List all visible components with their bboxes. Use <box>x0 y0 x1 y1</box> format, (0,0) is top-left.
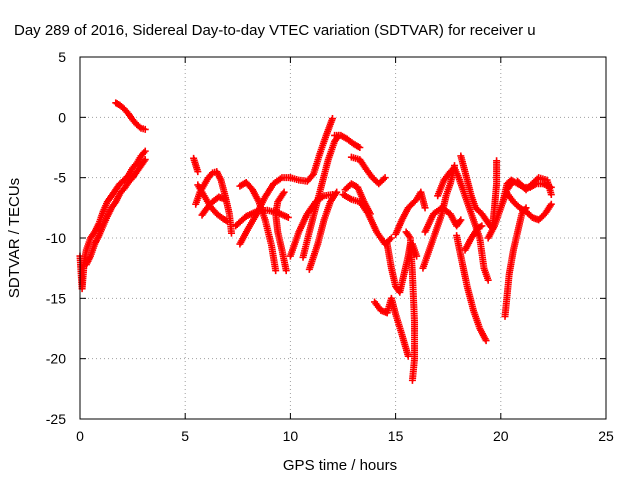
data-point <box>140 157 148 165</box>
data-point <box>221 195 229 203</box>
data-point <box>328 115 336 123</box>
plot-frame <box>79 56 607 420</box>
data-point <box>457 216 465 224</box>
data-point <box>136 123 144 131</box>
x-tick-label: 10 <box>283 428 299 444</box>
data-point <box>366 210 374 218</box>
data-point <box>381 174 389 182</box>
axis-ticks: 0 5 10 15 20 25 -25 -20 -15 -10 -5 0 5 <box>46 49 614 444</box>
x-tick-label: 15 <box>388 428 404 444</box>
y-tick-label: -25 <box>46 411 66 427</box>
y-tick-label: -10 <box>46 230 66 246</box>
y-tick-label: -5 <box>54 170 67 186</box>
y-axis-label: SDTVAR / TECUs <box>6 178 23 298</box>
x-tick-label: 5 <box>181 428 189 444</box>
data-point <box>408 376 416 384</box>
data-point <box>493 157 501 165</box>
data-point <box>141 156 149 164</box>
data-point <box>141 125 149 133</box>
chart-title: Day 289 of 2016, Sidereal Day-to-day VTE… <box>14 22 536 39</box>
data-point <box>456 217 464 225</box>
data-point <box>404 352 412 360</box>
x-axis-label: GPS time / hours <box>283 457 397 474</box>
data-point <box>222 216 230 224</box>
x-tick-label: 20 <box>493 428 509 444</box>
data-point <box>356 144 364 151</box>
x-tick-label: 0 <box>76 428 84 444</box>
y-tick-label: -20 <box>46 351 66 367</box>
data-point <box>547 200 555 208</box>
grid-lines <box>80 57 606 419</box>
data-point <box>413 252 421 260</box>
data-point <box>284 213 292 221</box>
data-point <box>280 188 288 196</box>
y-tick-label: -15 <box>46 290 66 306</box>
data-point <box>484 276 492 284</box>
data-point <box>421 204 429 212</box>
data-point <box>227 229 235 237</box>
data-point <box>141 147 149 155</box>
y-tick-label: 0 <box>58 109 66 125</box>
y-tick-label: 5 <box>58 49 66 65</box>
data-point <box>547 191 555 199</box>
x-tick-label: 25 <box>598 428 614 444</box>
data-point <box>482 337 490 345</box>
data-point <box>387 234 395 242</box>
data-point <box>333 188 341 196</box>
data-points <box>76 99 555 384</box>
data-point <box>476 223 484 231</box>
data-point <box>405 232 413 240</box>
data-point <box>223 217 231 225</box>
data-point <box>478 222 486 230</box>
data-point <box>272 267 280 275</box>
data-point <box>194 168 202 176</box>
